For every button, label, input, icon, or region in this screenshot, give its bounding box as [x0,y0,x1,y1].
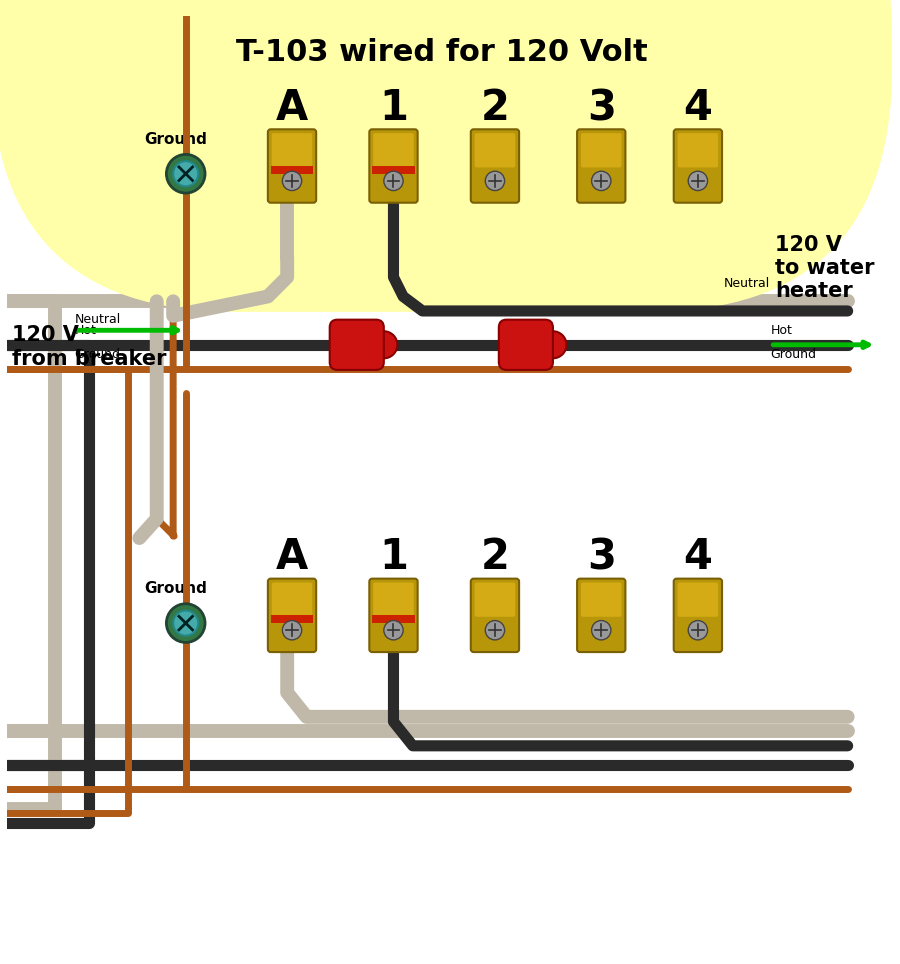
Text: Neutral: Neutral [724,277,770,290]
FancyBboxPatch shape [374,133,414,168]
Text: 3: 3 [587,536,616,578]
Circle shape [688,621,707,640]
Bar [373,615,415,623]
Circle shape [591,621,611,640]
Circle shape [688,172,707,191]
Text: A: A [276,87,308,129]
FancyBboxPatch shape [678,133,718,168]
FancyBboxPatch shape [272,582,312,617]
Text: Ground: Ground [770,348,816,362]
Text: Ground: Ground [145,581,208,596]
FancyBboxPatch shape [369,129,418,202]
Circle shape [370,332,397,359]
Text: 120 V
from breaker: 120 V from breaker [12,326,166,368]
Text: Hot: Hot [770,324,792,337]
Circle shape [485,621,505,640]
Text: Neutral: Neutral [75,313,121,326]
FancyBboxPatch shape [674,578,722,652]
Text: 2: 2 [481,536,509,578]
Text: Ground: Ground [75,348,121,362]
Text: 1: 1 [379,87,408,129]
FancyBboxPatch shape [577,129,625,202]
Circle shape [283,172,302,191]
FancyBboxPatch shape [581,582,622,617]
Circle shape [539,332,566,359]
FancyBboxPatch shape [471,578,519,652]
Bar [271,166,313,174]
Circle shape [173,610,198,635]
FancyBboxPatch shape [678,582,718,617]
Text: 4: 4 [683,536,712,578]
Text: A: A [276,536,308,578]
FancyBboxPatch shape [577,578,625,652]
Text: 2: 2 [481,87,509,129]
FancyBboxPatch shape [329,320,383,370]
Circle shape [166,603,205,642]
Text: 120 V
to water
heater: 120 V to water heater [775,235,875,302]
FancyBboxPatch shape [674,129,722,202]
FancyBboxPatch shape [581,133,622,168]
Text: Ground: Ground [145,132,208,147]
Bar [271,615,313,623]
FancyBboxPatch shape [272,133,312,168]
Text: 4: 4 [683,87,712,129]
FancyBboxPatch shape [268,578,316,652]
Circle shape [383,621,403,640]
FancyBboxPatch shape [474,582,515,617]
Circle shape [485,172,505,191]
Text: 1: 1 [379,536,408,578]
Circle shape [283,621,302,640]
Circle shape [591,172,611,191]
FancyBboxPatch shape [268,129,316,202]
Text: T-103 wired for 120 Volt: T-103 wired for 120 Volt [236,39,648,67]
FancyBboxPatch shape [474,133,515,168]
FancyBboxPatch shape [499,320,553,370]
Circle shape [173,161,198,186]
FancyBboxPatch shape [471,129,519,202]
Bar [373,166,415,174]
FancyBboxPatch shape [374,582,414,617]
Circle shape [383,172,403,191]
Circle shape [166,154,205,193]
FancyBboxPatch shape [369,578,418,652]
Text: 3: 3 [587,87,616,129]
Text: Hot: Hot [75,324,96,337]
